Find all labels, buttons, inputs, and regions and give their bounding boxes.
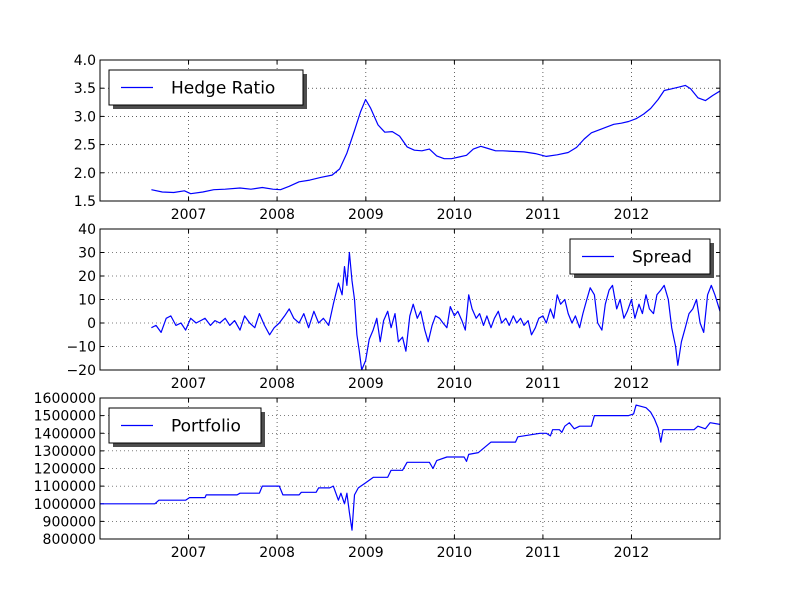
series-line-spread [151,251,720,370]
x-tick-label: 2008 [259,376,295,392]
series-line-portfolio [100,404,720,531]
x-tick-label: 2009 [348,376,384,392]
y-tick-label: 2.0 [74,166,96,182]
y-tick-label: 1100000 [34,479,96,495]
y-tick-label: 40 [78,222,96,238]
x-tick-label: 2008 [259,207,295,223]
y-tick-label: 3.5 [74,81,96,97]
x-tick-label: 2012 [614,207,650,223]
x-tick-label: 2007 [171,545,207,561]
y-tick-label: 1400000 [34,426,96,442]
x-tick-label: 2010 [437,545,473,561]
y-tick-label: 4.0 [74,53,96,69]
y-tick-label: 10 [78,293,96,309]
y-tick-label: 3.0 [74,109,96,125]
x-tick-label: 2010 [437,376,473,392]
y-tick-label: 1200000 [34,462,96,478]
axes-frame [99,59,721,202]
x-tick-label: 2011 [525,207,561,223]
y-tick-label: 1.5 [74,194,96,210]
x-tick-label: 2007 [171,376,207,392]
x-tick-label: 2007 [171,207,207,223]
panel-spread: −20 −10 0 10 20 30 40 2007 2008 2009 2010 2011 2012 S… [66,222,721,392]
y-tick-label: 30 [78,246,96,262]
legend-hedge-ratio: Hedge Ratio [108,69,307,109]
x-tick-label: 2012 [614,545,650,561]
x-tick-label: 2011 [525,545,561,561]
legend-label: Spread [632,248,692,268]
legend-spread: Spread [569,238,714,278]
panel-hedge-ratio: 1.5 2.0 2.5 3.0 3.5 4.0 2007 2008 2009 2010 2011 20… [74,53,721,223]
x-tick-label: 2010 [437,207,473,223]
y-tick-label: 1000000 [34,497,96,513]
x-tick-label: 2009 [348,207,384,223]
x-tick-label: 2008 [259,545,295,561]
axes-frame [99,228,721,371]
y-tick-label: 1600000 [34,391,96,407]
y-tick-label: 2.5 [74,138,96,154]
y-tick-label: 800000 [43,532,96,548]
y-tick-label: −20 [66,363,96,379]
legend-label: Hedge Ratio [171,79,275,99]
y-tick-label: 1500000 [34,409,96,425]
x-tick-label: 2011 [525,376,561,392]
y-tick-label: 900000 [43,514,96,530]
series-line-hedge-ratio [151,84,720,195]
legend-portfolio: Portfolio [108,407,265,447]
y-tick-label: 1300000 [34,444,96,460]
x-tick-label: 2009 [348,545,384,561]
axes-frame [99,397,721,540]
y-tick-label: −10 [66,340,96,356]
y-tick-label: 20 [78,269,96,285]
x-tick-label: 2012 [614,376,650,392]
y-tick-label: 0 [87,316,96,332]
legend-label: Portfolio [171,417,241,437]
